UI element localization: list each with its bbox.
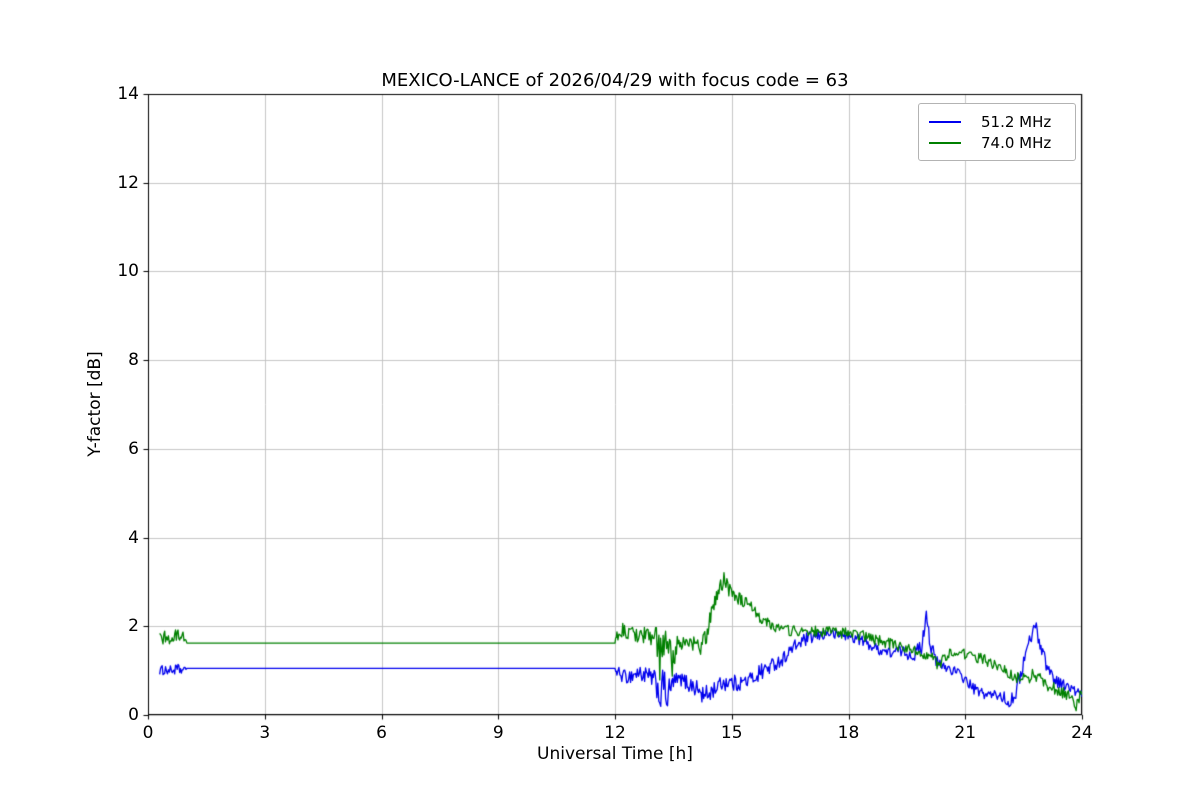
x-tick-label: 15 bbox=[720, 723, 743, 743]
legend-line-sample bbox=[929, 120, 961, 123]
x-tick-label: 9 bbox=[492, 723, 504, 743]
y-tick-label: 0 bbox=[128, 705, 139, 725]
legend-entry: 74.0 MHz bbox=[929, 132, 1075, 153]
legend-label: 74.0 MHz bbox=[981, 133, 1052, 152]
x-axis-label: Universal Time [h] bbox=[537, 744, 693, 764]
chart-title: MEXICO-LANCE of 2026/04/29 with focus co… bbox=[381, 70, 849, 91]
y-tick-label: 8 bbox=[128, 350, 139, 371]
legend-label: 51.2 MHz bbox=[981, 112, 1052, 131]
legend: 51.2 MHz 74.0 MHz bbox=[918, 103, 1076, 161]
y-tick-label: 2 bbox=[128, 616, 139, 637]
legend-entry: 51.2 MHz bbox=[929, 111, 1075, 132]
y-tick-label: 6 bbox=[128, 438, 139, 459]
x-tick-label: 3 bbox=[259, 723, 271, 743]
y-tick-label: 4 bbox=[128, 527, 139, 548]
x-tick-label: 0 bbox=[142, 723, 154, 743]
y-tick-label: 12 bbox=[117, 172, 139, 193]
x-tick-label: 12 bbox=[604, 723, 626, 743]
y-axis-label: Y-factor [dB] bbox=[85, 351, 105, 457]
x-tick-label: 18 bbox=[837, 723, 860, 743]
x-tick-label: 6 bbox=[376, 723, 387, 743]
legend-line-sample bbox=[929, 141, 961, 144]
y-tick-label: 10 bbox=[117, 261, 139, 282]
x-tick-label: 24 bbox=[1071, 723, 1093, 743]
x-tick-label: 21 bbox=[954, 723, 977, 743]
y-tick-label: 14 bbox=[117, 84, 139, 104]
